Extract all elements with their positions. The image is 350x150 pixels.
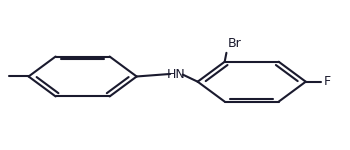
Text: HN: HN xyxy=(167,68,186,81)
Text: F: F xyxy=(324,75,331,88)
Text: Br: Br xyxy=(228,37,242,50)
